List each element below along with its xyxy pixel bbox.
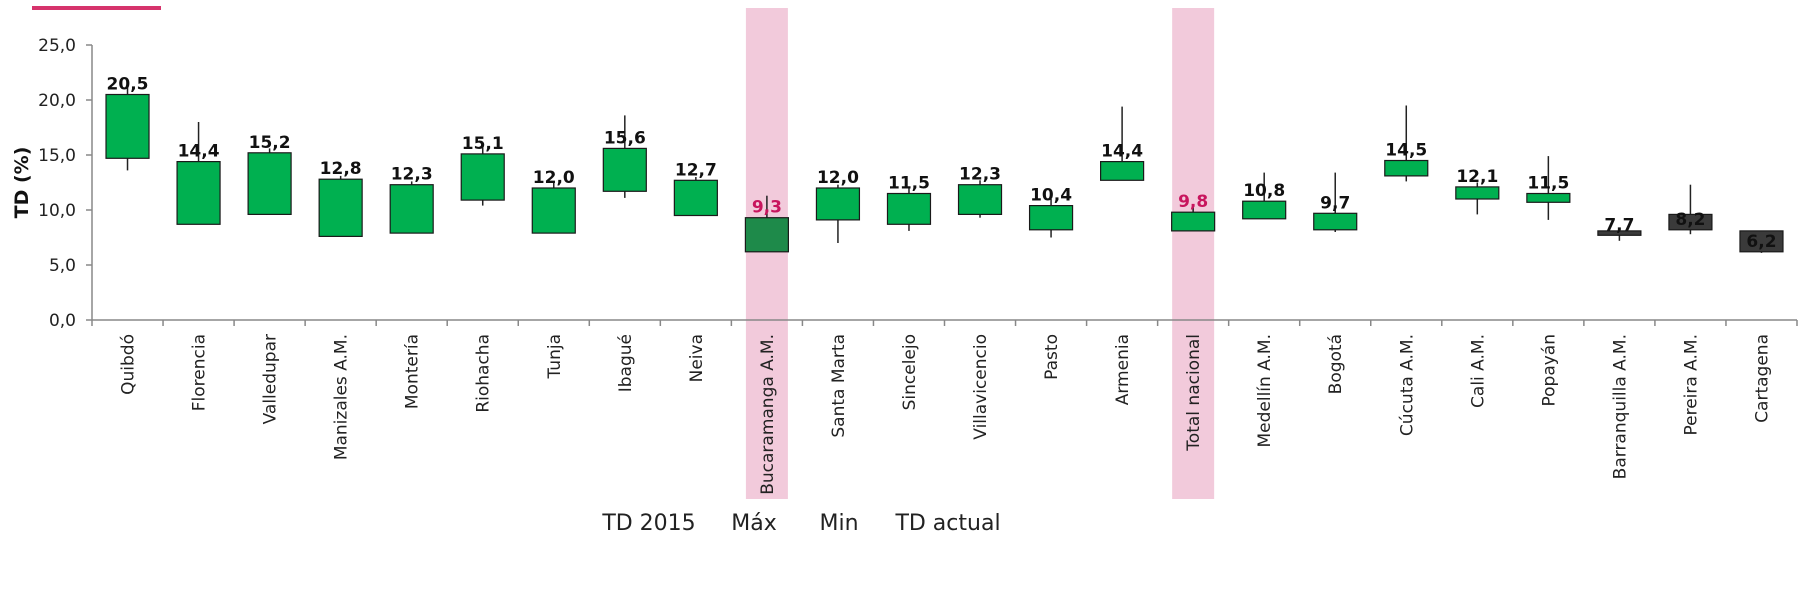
candle-box — [389, 184, 434, 234]
data-label: 20,5 — [107, 75, 149, 95]
y-tick-label: 25,0 — [38, 36, 76, 56]
category-label: Cúcuta A.M. — [1397, 334, 1417, 436]
data-label: 14,4 — [1101, 142, 1143, 162]
data-label: 10,4 — [1030, 186, 1072, 206]
y-tick-label: 20,0 — [38, 91, 76, 111]
category-label: Ibagué — [616, 334, 636, 392]
data-label: 11,5 — [888, 174, 930, 194]
data-label: 10,8 — [1243, 181, 1285, 201]
category-label: Armenia — [1113, 334, 1133, 405]
candle-box — [1455, 186, 1500, 200]
category-label: Tunja — [545, 334, 565, 380]
category-label: Bogotá — [1326, 334, 1346, 394]
category-label: Neiva — [687, 334, 707, 382]
candle-box — [105, 93, 150, 159]
category-label: Medellín A.M. — [1255, 334, 1275, 448]
candle-box — [1739, 230, 1784, 253]
category-label: Total nacional — [1184, 334, 1204, 452]
y-tick-label: 15,0 — [38, 146, 76, 166]
data-label: 12,7 — [675, 160, 717, 180]
category-label: Manizales A.M. — [332, 334, 352, 460]
category-label: Bucaramanga A.M. — [758, 334, 778, 495]
candle-box — [247, 152, 292, 216]
data-label: 8,2 — [1675, 210, 1705, 230]
candle-box — [531, 187, 576, 234]
category-label: Popayán — [1539, 334, 1559, 407]
category-label: Florencia — [190, 334, 210, 411]
candle-box — [1384, 159, 1429, 177]
candle-box — [1242, 200, 1287, 220]
data-label: 12,3 — [959, 165, 1001, 185]
data-label: 12,0 — [533, 168, 575, 188]
legend-entry: TD 2015 — [601, 511, 695, 536]
category-label: Quibdó — [119, 334, 139, 395]
candle-box — [176, 161, 221, 225]
data-label: 14,4 — [178, 142, 220, 162]
y-tick-label: 5,0 — [49, 256, 76, 276]
category-label: Montería — [403, 334, 423, 409]
candle-box — [318, 178, 363, 237]
data-label: 7,7 — [1604, 215, 1634, 235]
candle-box — [1597, 230, 1642, 236]
candle-box — [886, 192, 932, 225]
candle-box — [460, 153, 505, 201]
category-label: Sincelejo — [900, 334, 920, 410]
data-label: 12,0 — [817, 168, 859, 188]
category-label: Riohacha — [474, 334, 494, 413]
category-label: Barranquilla A.M. — [1610, 334, 1630, 479]
data-label: 12,1 — [1456, 167, 1498, 187]
data-label: 12,8 — [320, 159, 362, 179]
data-label: 12,3 — [391, 165, 433, 185]
candle-box — [1028, 205, 1074, 231]
data-label: 15,1 — [462, 134, 504, 154]
category-label: Pereira A.M. — [1681, 334, 1701, 436]
data-label: 15,2 — [249, 133, 291, 153]
candle-box — [602, 147, 647, 192]
candle-box — [1668, 213, 1713, 231]
candle-box — [744, 217, 789, 253]
category-label: Villavicencio — [971, 334, 991, 440]
data-label: 9,7 — [1320, 193, 1350, 213]
highlight-band — [1172, 8, 1215, 499]
legend-entry: Min — [819, 511, 858, 536]
category-label: Valledupar — [261, 334, 281, 424]
category-label: Pasto — [1042, 334, 1062, 380]
category-label: Cali A.M. — [1468, 334, 1488, 408]
candle-box — [957, 184, 1003, 215]
data-label: 15,6 — [604, 128, 646, 148]
data-label: 9,3 — [752, 198, 782, 218]
data-label: 11,5 — [1527, 174, 1569, 194]
highlight-band — [745, 8, 788, 499]
legend-entry: TD actual — [894, 511, 1000, 536]
candle-box — [1313, 212, 1358, 231]
category-label: Cartagena — [1752, 334, 1772, 423]
candle-box — [1526, 192, 1571, 203]
candle-box — [1171, 211, 1216, 232]
data-label: 14,5 — [1385, 141, 1427, 161]
y-axis-title: TD (%) — [11, 147, 33, 219]
legend-entry: Máx — [731, 511, 776, 536]
category-label: Santa Marta — [829, 334, 849, 438]
candle-box — [673, 179, 718, 217]
y-tick-label: 10,0 — [38, 201, 76, 221]
candle-box — [1100, 161, 1145, 181]
y-tick-label: 0,0 — [49, 311, 76, 331]
data-label: 6,2 — [1746, 232, 1776, 252]
candle-box — [815, 187, 861, 221]
data-label: 9,8 — [1178, 192, 1208, 212]
